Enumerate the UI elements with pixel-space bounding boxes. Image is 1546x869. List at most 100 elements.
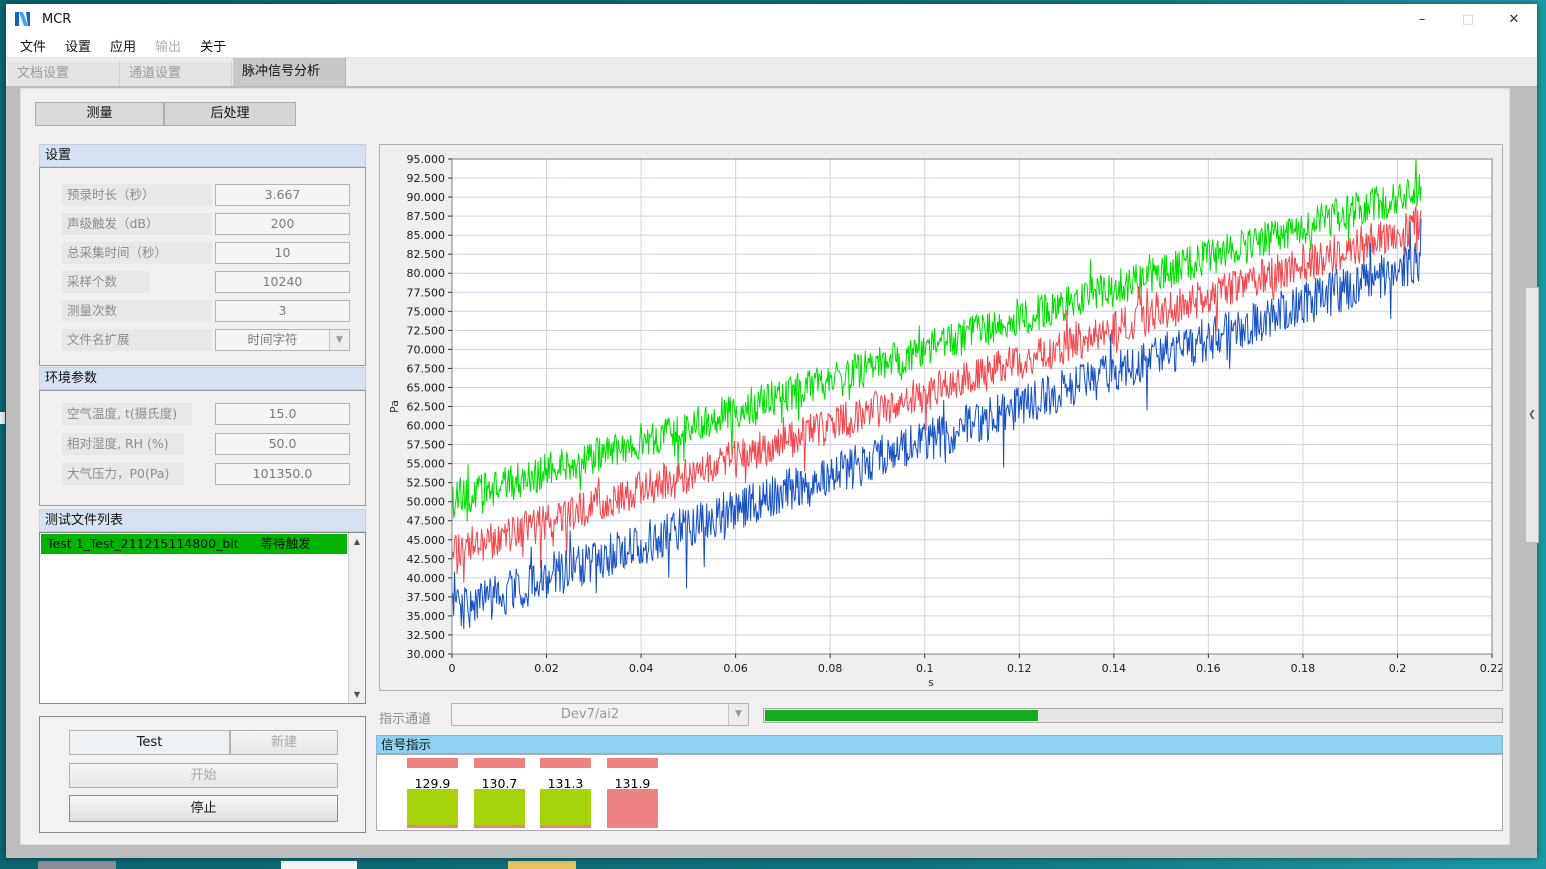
indicator-top-bar-2: [540, 758, 591, 768]
subtab-measure[interactable]: 测量: [35, 102, 164, 126]
test-name-field[interactable]: Test: [69, 730, 230, 755]
subtab-postprocess[interactable]: 后处理: [164, 102, 296, 126]
maximize-button[interactable]: □: [1461, 11, 1475, 27]
test-file-status: 等待触发: [260, 536, 311, 551]
sample-count-input[interactable]: 10240: [215, 271, 350, 293]
svg-text:32.500: 32.500: [407, 629, 446, 642]
taskbar-icon-fragment: [508, 861, 576, 869]
signal-indicator-0: 129.9: [407, 755, 458, 832]
signal-indicator-header: 信号指示: [376, 735, 1503, 754]
panel-collapse-handle[interactable]: ❮: [1525, 287, 1539, 543]
scroll-up-icon[interactable]: ▲: [353, 537, 361, 546]
total-time-input[interactable]: 10: [215, 242, 350, 264]
test-file-name: Test 1_Test_211215114800_blt: [47, 536, 239, 551]
stop-button[interactable]: 停止: [69, 795, 338, 822]
scroll-down-icon[interactable]: ▼: [353, 690, 361, 699]
field-label-filename-extension: 文件名扩展: [62, 329, 212, 351]
signal-indicator-1: 130.7: [474, 755, 525, 832]
settings-group-header: 设置: [39, 144, 366, 167]
chevron-down-icon[interactable]: ▼: [329, 330, 349, 350]
svg-text:0.1: 0.1: [916, 662, 934, 675]
svg-text:62.500: 62.500: [407, 401, 446, 414]
taskbar-icon-fragment: [38, 861, 116, 869]
svg-text:0.18: 0.18: [1291, 662, 1316, 675]
air-pressure-input[interactable]: 101350.0: [215, 463, 350, 485]
x-axis-label: s: [928, 676, 934, 689]
series-channel-blue: [452, 218, 1422, 630]
svg-text:0.12: 0.12: [1007, 662, 1032, 675]
minimize-button[interactable]: –: [1418, 11, 1426, 27]
field-label-level-trigger: 声级触发（dB）: [62, 213, 212, 235]
app-logo-icon: [15, 11, 35, 27]
app-window: MCR – □ ✕ 文件 设置 应用 输出 关于 文档设置 通道设置 脉冲信号分…: [6, 4, 1539, 858]
signal-indicator-panel: 129.9 130.7 131.3 131.9: [376, 754, 1503, 831]
y-axis-label: Pa: [388, 400, 401, 413]
environment-group-header: 环境参数: [39, 367, 366, 390]
svg-text:0.14: 0.14: [1102, 662, 1127, 675]
relative-humidity-input[interactable]: 50.0: [215, 433, 350, 455]
menu-file[interactable]: 文件: [20, 40, 47, 55]
indicator-channel-dropdown[interactable]: Dev7/ai2 ▼: [451, 703, 749, 726]
menu-apply[interactable]: 应用: [110, 40, 137, 55]
svg-text:65.000: 65.000: [407, 381, 446, 394]
svg-text:47.500: 47.500: [407, 515, 446, 528]
menu-about[interactable]: 关于: [200, 40, 227, 55]
test-file-row[interactable]: Test 1_Test_211215114800_blt 等待触发: [41, 534, 347, 554]
menu-bar: 文件 设置 应用 输出 关于: [6, 34, 1537, 58]
svg-text:0.08: 0.08: [818, 662, 843, 675]
prerecord-duration-input[interactable]: 3.667: [215, 184, 350, 206]
file-list-header: 测试文件列表: [39, 509, 366, 532]
indicator-top-bar-1: [474, 758, 525, 768]
signal-chart-svg: 95.000 92.500 90.000 87.500 85.000 82.500 80.0…: [388, 153, 1504, 689]
level-trigger-input[interactable]: 200: [215, 213, 350, 235]
signal-indicator-2: 131.3: [540, 755, 591, 832]
chart-series: [452, 159, 1422, 630]
svg-text:80.000: 80.000: [407, 267, 446, 280]
chevron-down-icon[interactable]: ▼: [728, 704, 748, 725]
tab-strip: 文档设置 通道设置 脉冲信号分析: [6, 58, 1537, 86]
indicator-top-bar-3: [607, 758, 658, 768]
svg-text:0.06: 0.06: [723, 662, 748, 675]
signal-indicator-3: 131.9: [607, 755, 658, 832]
svg-text:50.000: 50.000: [407, 496, 446, 509]
field-label-air-temperature: 空气温度, t(摄氏度): [62, 403, 192, 425]
svg-text:40.000: 40.000: [407, 572, 446, 585]
close-button[interactable]: ✕: [1508, 11, 1520, 27]
filename-extension-dropdown[interactable]: 时间字符 ▼: [215, 329, 350, 351]
acquisition-progress-bar: [763, 708, 1503, 723]
new-button[interactable]: 新建: [230, 730, 338, 755]
test-file-list: Test 1_Test_211215114800_blt 等待触发 ▲ ▼: [39, 532, 366, 704]
field-label-sample-count: 采样个数: [62, 271, 150, 293]
svg-text:37.500: 37.500: [407, 591, 446, 604]
window-title: MCR: [42, 11, 72, 27]
tab-pulse-signal-analysis[interactable]: 脉冲信号分析: [233, 58, 346, 86]
filename-extension-value: 时间字符: [247, 332, 298, 347]
svg-text:35.000: 35.000: [407, 610, 446, 623]
svg-text:90.000: 90.000: [407, 191, 446, 204]
svg-text:95.000: 95.000: [407, 153, 446, 166]
field-label-prerecord-duration: 预录时长（秒）: [62, 184, 212, 206]
desktop-icon-fragment: [0, 412, 5, 424]
window-controls: – □ ✕: [1399, 4, 1537, 34]
svg-text:0.16: 0.16: [1196, 662, 1221, 675]
indicator-value-0: 129.9: [414, 776, 451, 791]
start-button[interactable]: 开始: [69, 763, 338, 788]
svg-text:52.500: 52.500: [407, 477, 446, 490]
menu-settings[interactable]: 设置: [65, 40, 92, 55]
svg-text:0.02: 0.02: [534, 662, 559, 675]
indicator-value-1: 130.7: [481, 776, 518, 791]
air-temperature-input[interactable]: 15.0: [215, 403, 350, 425]
tab-document-settings[interactable]: 文档设置: [8, 62, 120, 86]
indicator-value-3: 131.9: [614, 776, 651, 791]
svg-text:87.500: 87.500: [407, 210, 446, 223]
svg-text:85.000: 85.000: [407, 229, 446, 242]
file-list-scrollbar[interactable]: ▲ ▼: [348, 533, 365, 703]
svg-text:0.04: 0.04: [629, 662, 654, 675]
tab-channel-settings[interactable]: 通道设置: [120, 62, 232, 86]
field-label-total-time: 总采集时间（秒）: [62, 242, 212, 264]
measure-count-input[interactable]: 3: [215, 300, 350, 322]
indicator-box-0: [407, 789, 458, 828]
indicator-channel-value: Dev7/ai2: [560, 707, 620, 722]
signal-chart: 95.000 92.500 90.000 87.500 85.000 82.500 80.0…: [379, 144, 1504, 691]
